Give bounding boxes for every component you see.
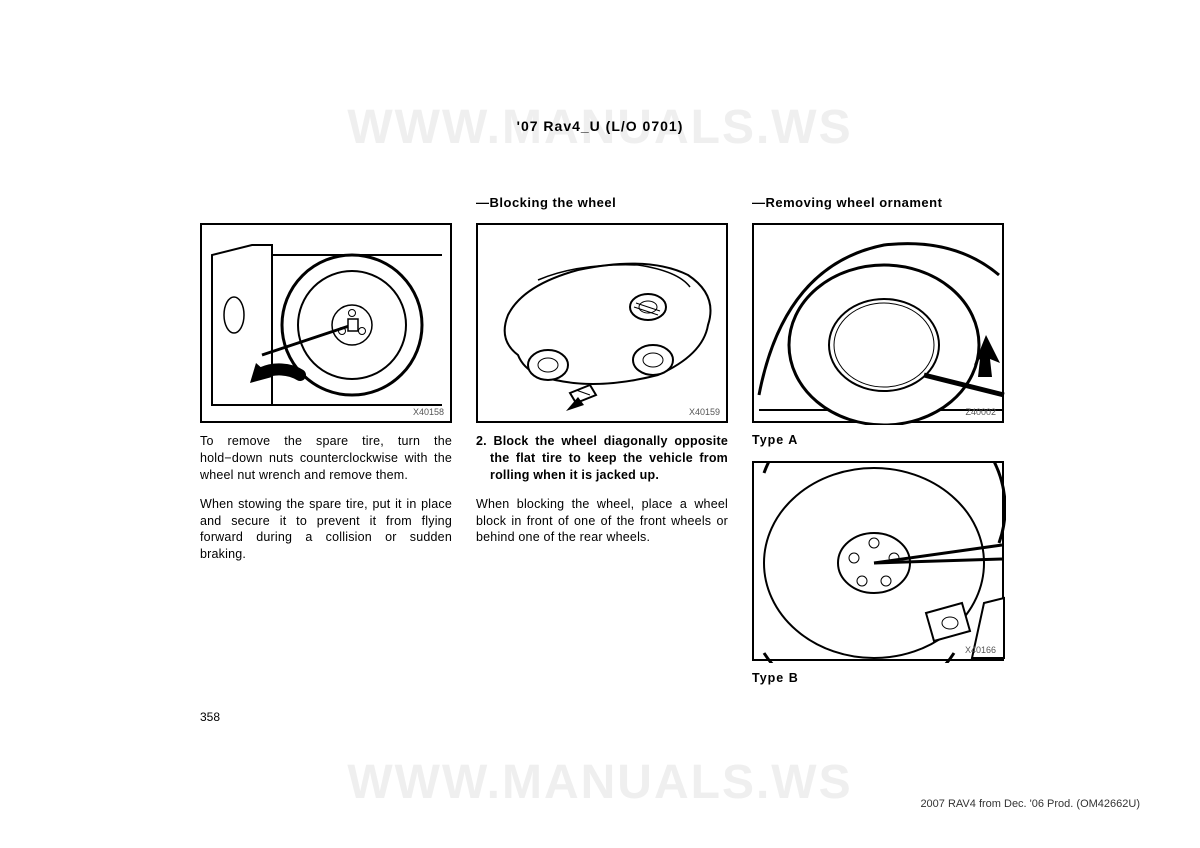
page-number: 358 — [200, 710, 220, 724]
spare-tire-illustration — [202, 225, 454, 425]
page-header: '07 Rav4_U (L/O 0701) — [0, 118, 1200, 134]
column-2: —Blocking the wheel — [476, 195, 728, 699]
figure-spare-tire-removal: X40158 — [200, 223, 452, 423]
col3-title: —Removing wheel ornament — [752, 195, 1004, 211]
col2-step: 2. Block the wheel diagonally opposite t… — [476, 433, 728, 484]
caption-type-b: Type B — [752, 671, 1004, 685]
blocking-wheel-illustration — [478, 225, 730, 425]
col2-title: —Blocking the wheel — [476, 195, 728, 211]
figure-code: X40159 — [689, 407, 720, 417]
ornament-type-a-illustration — [754, 225, 1006, 425]
figure-blocking-wheel: X40159 — [476, 223, 728, 423]
figure-code: X40166 — [965, 645, 996, 655]
column-1: X40158 To remove the spare tire, turn th… — [200, 195, 452, 699]
figure-code: Z40002 — [965, 407, 996, 417]
figure-ornament-type-a: Z40002 — [752, 223, 1004, 423]
page-footer: 2007 RAV4 from Dec. '06 Prod. (OM42662U) — [920, 798, 1140, 810]
caption-type-a: Type A — [752, 433, 1004, 447]
column-3: —Removing wheel ornament Z40002 — [752, 195, 1004, 699]
ornament-type-b-illustration — [754, 463, 1006, 663]
content-columns: X40158 To remove the spare tire, turn th… — [200, 195, 1000, 699]
col1-paragraph-1: To remove the spare tire, turn the hold−… — [200, 433, 452, 484]
figure-code: X40158 — [413, 407, 444, 417]
col1-title-spacer — [200, 195, 452, 211]
figure-ornament-type-b: X40166 — [752, 461, 1004, 661]
col1-paragraph-2: When stowing the spare tire, put it in p… — [200, 496, 452, 564]
col2-paragraph-1: When blocking the wheel, place a wheel b… — [476, 496, 728, 547]
manual-page: WWW.MANUALS.WS WWW.MANUALS.WS '07 Rav4_U… — [0, 0, 1200, 848]
